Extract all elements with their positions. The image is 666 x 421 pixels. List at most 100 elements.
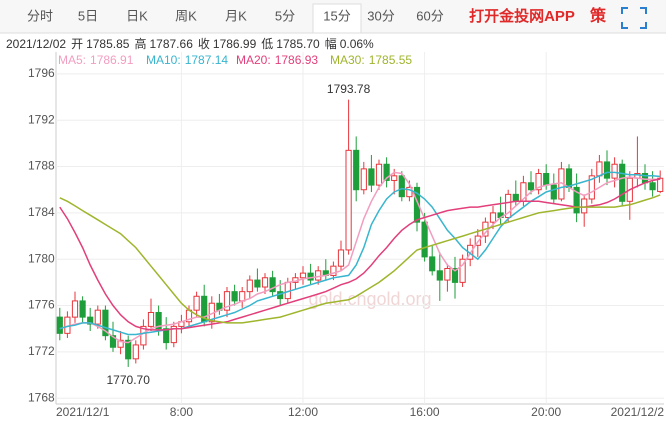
candle-body [246, 279, 253, 293]
candle-body [315, 270, 322, 281]
legend-entry: MA5: 1786.91 [58, 53, 134, 67]
candle-body [163, 328, 170, 344]
extreme-label: 1770.70 [107, 373, 151, 387]
candle-body [573, 186, 580, 214]
candle-body [102, 309, 109, 337]
x-tick-label: 20:00 [531, 405, 561, 419]
candle-body [375, 163, 383, 186]
info-value: 1785.85 [86, 37, 130, 51]
candle-body [588, 175, 595, 200]
y-tick-label: 1772 [28, 344, 55, 358]
candle-body [337, 249, 345, 267]
ma-line [59, 171, 661, 336]
strategy-button[interactable]: 策 [589, 6, 607, 25]
info-line: 2021/12/02 开 1785.85 高 1787.66 收 1786.99 低 1785.… [6, 36, 374, 51]
info-value: 0.06% [340, 37, 374, 51]
candle-body [421, 221, 428, 258]
fullscreen-icon[interactable] [621, 7, 647, 29]
candle-body [489, 212, 497, 223]
info-value: 1785.70 [276, 37, 320, 51]
tab[interactable]: 分时 [27, 8, 53, 23]
watermark: gold.cngold.org [308, 289, 431, 309]
candle-body [261, 277, 269, 288]
candle-body [353, 149, 360, 191]
legend-name: MA20: [236, 53, 271, 67]
candle-body [543, 173, 550, 186]
candle-body [330, 265, 337, 276]
candle-body [649, 182, 656, 191]
y-tick-label: 1792 [28, 112, 55, 126]
app-link[interactable]: 打开金投网APP [469, 7, 575, 25]
info-value: 1787.66 [149, 37, 193, 51]
candle-body [360, 168, 367, 191]
candle-body [155, 311, 162, 330]
y-tick-label: 1780 [28, 251, 55, 265]
legend-value: 1786.93 [275, 53, 319, 67]
candle-body [269, 277, 276, 293]
candle-body [125, 339, 132, 360]
legend-name: MA30: [330, 53, 365, 67]
candle-body [147, 311, 155, 327]
candle-body [398, 175, 405, 198]
legend-value: 1787.14 [185, 53, 229, 67]
legend-value: 1786.91 [90, 53, 134, 67]
candle-body [56, 316, 63, 334]
info-label: 幅 [325, 36, 337, 51]
tab[interactable]: 周K [175, 8, 197, 23]
tab[interactable]: 60分 [416, 8, 443, 23]
candle-body [87, 316, 94, 325]
tab[interactable]: 5日 [78, 8, 98, 23]
candle-body [451, 267, 459, 283]
legend-name: MA5: [58, 53, 86, 67]
candle-body [596, 161, 603, 177]
candle-body [581, 198, 588, 214]
candle-body [527, 182, 535, 191]
y-tick-label: 1796 [28, 66, 55, 80]
active-tab [312, 3, 362, 34]
tab[interactable]: 30分 [367, 8, 394, 23]
info-label: 收 [198, 37, 210, 51]
legend-entry: MA10: 1787.14 [146, 53, 228, 67]
candle-body [79, 300, 86, 318]
candle-body [565, 168, 573, 188]
candle-body [307, 272, 314, 281]
legend-value: 1785.55 [369, 53, 413, 67]
candle-body [550, 184, 557, 200]
candle-body [603, 161, 611, 179]
x-tick-label: 2021/12/2 [611, 405, 665, 419]
candle-body [619, 163, 626, 202]
y-tick-label: 1788 [28, 159, 55, 173]
candle-body [94, 309, 101, 325]
candle-body [406, 186, 413, 198]
candle-body [611, 163, 618, 179]
ma-line [59, 194, 661, 324]
candle-body [368, 168, 375, 186]
tab[interactable]: 15分 [323, 8, 350, 23]
candle-body [391, 175, 398, 181]
candle-body [117, 339, 124, 348]
x-tick-label: 8:00 [170, 405, 194, 419]
candle-body [239, 291, 246, 302]
tab[interactable]: 5分 [275, 8, 295, 23]
candle-body [444, 267, 451, 281]
ma-line [59, 171, 661, 344]
candle-body [71, 300, 79, 318]
legend-name: MA10: [146, 53, 181, 67]
candle-body [436, 270, 443, 281]
tab[interactable]: 日K [126, 8, 148, 23]
y-tick-label: 1768 [28, 390, 55, 404]
candle-body [413, 186, 421, 223]
candle-body [657, 177, 664, 192]
info-date: 2021/12/02 [6, 37, 66, 51]
candle-body [132, 344, 139, 360]
x-tick-label: 12:00 [288, 405, 318, 419]
candle-body [459, 258, 466, 283]
candle-body [535, 173, 542, 191]
info-label: 开 [71, 37, 83, 51]
candle-body [223, 291, 231, 311]
x-tick-label: 16:00 [410, 405, 440, 419]
legend-entry: MA30: 1785.55 [330, 53, 412, 67]
candle-body [170, 325, 177, 344]
tab[interactable]: 月K [225, 8, 247, 23]
